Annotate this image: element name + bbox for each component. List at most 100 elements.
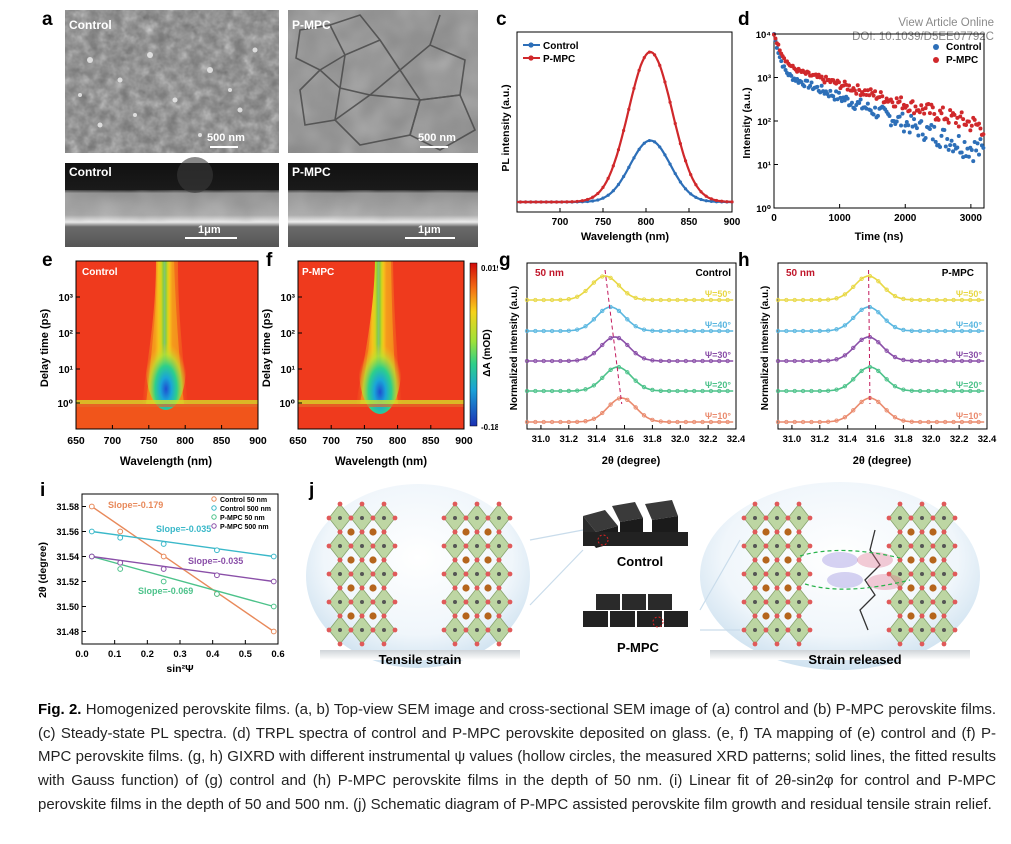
trpl-control-point [857,101,862,106]
strain-point [270,578,277,585]
sem-a-top-scale: 500 nm [207,132,245,144]
strain-slope-label: Slope=-0.035 [156,524,211,534]
trpl-pmpc-point [836,80,841,85]
ta-xtick: 900 [455,435,473,447]
strain-point [160,566,167,572]
trpl-control-point [849,100,854,105]
gixrd-point [851,345,856,351]
gixrd-xtick: 31.0 [783,434,802,445]
panel-letter-e: e [42,250,53,271]
panel-letter-i: i [40,480,46,501]
trpl-pmpc-point [969,123,974,128]
gixrd-point [876,399,881,405]
a-site-cation [762,612,770,620]
strain-xtick: 0.4 [206,649,220,660]
trpl-pmpc-point [893,104,898,109]
pl-xlabel: Wavelength (nm) [581,231,670,243]
trpl-control-point [969,147,974,152]
gixrd-psi-label: Ψ=10° [956,411,983,421]
ta-ytick: 10⁰ [57,399,73,410]
trpl-xlabel: Time (ns) [855,231,904,243]
ta-e-ylabel: Delay time (ps) [39,309,51,388]
trpl-control-point [852,106,857,111]
gixrd-fit-line [527,306,734,332]
trpl-pmpc-point [953,120,958,125]
cbar-max: 0.019 [481,264,498,273]
strain-xtick: 0.6 [271,649,284,660]
a-site-cation [462,556,470,564]
strain-point [214,591,220,597]
gixrd-point [625,342,630,348]
a-site-cation [347,584,355,592]
strain-point [160,553,167,560]
trpl-control-point [949,138,954,143]
gixrd-point [892,415,898,420]
pl-point [699,190,703,194]
sem-images: Control 500 nm Control 1μm P-MPC 500 nm … [65,10,478,247]
trpl-control-point [875,113,880,118]
gixrd-point [884,408,889,413]
a-site-cation [784,612,792,620]
strain-point [88,503,95,510]
strain-xtick: 0.3 [173,649,186,660]
ta-ytick: 10¹ [59,365,74,376]
lattice-tensile [326,501,513,647]
trpl-control-point [930,137,935,142]
pl-point [596,198,600,202]
pl-point [694,183,698,187]
pl-point [632,86,636,91]
trpl-pmpc-point [907,108,912,113]
trpl-control-point [966,154,971,159]
trpl-control-point [978,137,983,142]
ta-ytick: 10⁰ [279,399,295,410]
pl-point [673,171,677,176]
strain-legend-entry: Control 50 nm [220,497,267,504]
ta-map-pmpc [298,261,464,429]
pl-point [663,153,667,157]
trpl-control-point [909,113,914,118]
a-site-cation [484,612,492,620]
gixrd-xtick: 31.0 [532,434,551,445]
pl-point [611,189,615,193]
trpl-pmpc-point [946,120,951,125]
pl-point [575,199,579,204]
trpl-control-point [912,117,917,122]
trpl-pmpc-point [910,99,915,104]
gixrd-point [625,317,630,322]
ta-ytick: 10³ [281,293,296,304]
a-site-cation [347,528,355,536]
sem-a-bottom-scale: 1μm [198,224,221,236]
a-site-cation [929,612,937,620]
trpl-control-point [951,149,956,154]
trpl-xtick: 3000 [960,213,983,224]
trpl-control-point [897,114,902,119]
pl-point [601,185,605,190]
strain-xtick: 0.5 [239,649,253,660]
trpl-pmpc-point [880,94,885,99]
gixrd-point [600,308,605,314]
gixrd-pmpc-chart: 31.0 31.2 31.4 31.6 31.8 32.0 32.2 32.4 Ψ=50° Ψ=4… [760,262,997,467]
ta-xtick: 850 [422,435,440,447]
pl-xtick: 900 [724,217,740,228]
gixrd-fit-line [527,336,734,362]
pl-point [560,200,564,204]
trpl-control-point [943,144,948,149]
pl-point [647,138,652,143]
sem-b-bottom-label: P-MPC [292,165,331,179]
trpl-pmpc-point [939,111,944,116]
pl-point [622,128,626,133]
peak-shift-line [604,269,623,405]
trpl-control-point [868,108,873,113]
gixrd-fit-line [527,366,734,392]
pl-point [585,197,590,202]
view-article-link[interactable]: View Article Online [898,17,994,29]
trpl-pmpc-point [777,48,782,53]
gixrd-psi-label: Ψ=30° [705,350,732,360]
pl-point [591,195,595,199]
trpl-control-point [955,145,960,150]
gixrd-psi-label: Ψ=30° [956,350,983,360]
trpl-control-point [956,133,961,138]
pl-xtick: 850 [681,217,698,228]
trpl-pmpc-point [772,32,776,37]
ta-xtick: 650 [67,435,85,447]
